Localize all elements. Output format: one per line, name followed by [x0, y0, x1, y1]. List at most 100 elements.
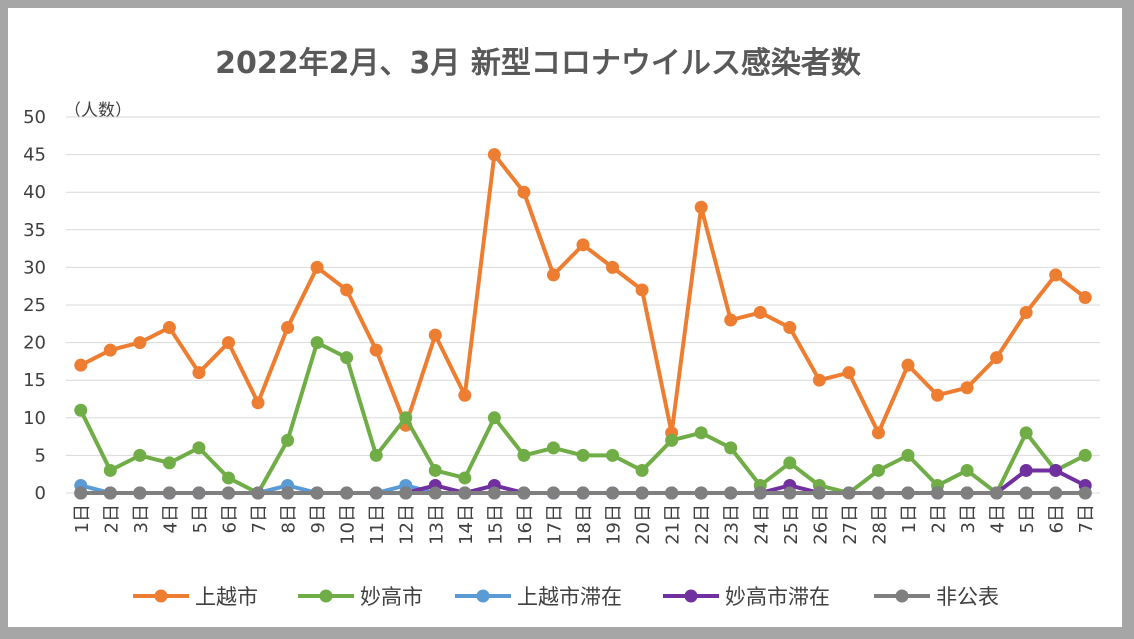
- x-tick-label: 15日: [485, 504, 506, 545]
- y-tick-label: 5: [35, 445, 46, 466]
- series-lines: [74, 148, 1092, 500]
- x-tick-label: 22日: [692, 504, 713, 545]
- data-point: [428, 463, 442, 477]
- data-point: [399, 486, 413, 500]
- x-tick-label: 21日: [663, 504, 684, 545]
- data-point: [783, 321, 797, 335]
- data-point: [517, 448, 531, 462]
- data-point: [162, 486, 176, 500]
- gridlines: [66, 116, 1100, 494]
- chart-frame: 2022年2月、3月 新型コロナウイルス感染者数 （人数） 0 5 10 15 20 25…: [8, 8, 1122, 627]
- data-point: [871, 463, 885, 477]
- x-tick-label: 10日: [338, 504, 359, 545]
- data-point: [901, 358, 915, 372]
- x-tick-label: 2日: [929, 504, 950, 533]
- x-tick-label: 6日: [1047, 504, 1068, 533]
- x-tick-label: 27日: [840, 504, 861, 545]
- data-point: [901, 486, 915, 500]
- data-point: [281, 433, 295, 447]
- x-tick-label: 4日: [988, 504, 1009, 533]
- data-point: [546, 486, 560, 500]
- legend-label: 上越市滞在: [517, 585, 622, 609]
- y-tick-label: 25: [23, 295, 46, 316]
- x-tick-label: 9日: [308, 504, 329, 533]
- x-tick-label: 8日: [279, 504, 300, 533]
- data-point: [753, 486, 767, 500]
- x-tick-label: 7日: [1076, 504, 1097, 533]
- data-point: [517, 486, 531, 500]
- series-5: [74, 486, 1092, 500]
- data-point: [281, 321, 295, 335]
- data-point: [487, 148, 501, 162]
- y-tick-label: 35: [23, 220, 46, 241]
- data-point: [74, 486, 88, 500]
- x-tick-label: 18日: [574, 504, 595, 545]
- data-point: [310, 260, 324, 274]
- y-tick-label: 15: [23, 370, 46, 391]
- y-tick-label: 0: [35, 483, 46, 504]
- legend-swatch-marker: [154, 589, 168, 603]
- y-axis-ticks: 0 5 10 15 20 25 30 35 40 45 50: [23, 107, 46, 504]
- data-point: [369, 486, 383, 500]
- data-point: [606, 260, 620, 274]
- data-point: [1019, 463, 1033, 477]
- data-point: [310, 486, 324, 500]
- data-point: [133, 486, 147, 500]
- data-point: [517, 185, 531, 199]
- data-point: [1019, 426, 1033, 440]
- data-point: [990, 351, 1004, 365]
- data-point: [251, 486, 265, 500]
- data-point: [783, 486, 797, 500]
- legend-swatch-marker: [895, 589, 909, 603]
- x-tick-label: 4日: [160, 504, 181, 533]
- data-point: [576, 486, 590, 500]
- data-point: [576, 448, 590, 462]
- y-tick-label: 30: [23, 257, 46, 278]
- data-point: [103, 463, 117, 477]
- x-tick-label: 13日: [426, 504, 447, 545]
- data-point: [871, 486, 885, 500]
- x-tick-label: 25日: [781, 504, 802, 545]
- data-point: [606, 448, 620, 462]
- data-point: [931, 486, 945, 500]
- x-tick-label: 1日: [72, 504, 93, 533]
- data-point: [812, 486, 826, 500]
- line-chart: 2022年2月、3月 新型コロナウイルス感染者数 （人数） 0 5 10 15 20 25…: [23, 46, 1100, 609]
- data-point: [310, 336, 324, 350]
- data-point: [340, 351, 354, 365]
- x-tick-label: 28日: [869, 504, 890, 545]
- data-point: [960, 463, 974, 477]
- data-point: [1049, 268, 1063, 282]
- data-point: [635, 486, 649, 500]
- x-tick-label: 17日: [544, 504, 565, 545]
- data-point: [133, 448, 147, 462]
- x-axis-ticks: 1日 2日 3日 4日 5日 6日 7日 8日 9日 10日 11日 12日 13日 14日 15日 16日 1…: [72, 504, 1097, 545]
- y-axis-unit-label: （人数）: [64, 101, 132, 121]
- data-point: [74, 358, 88, 372]
- x-tick-label: 5日: [190, 504, 211, 533]
- x-tick-label: 16日: [515, 504, 536, 545]
- data-point: [369, 448, 383, 462]
- data-point: [724, 441, 738, 455]
- y-tick-label: 20: [23, 333, 46, 354]
- legend: 上越市 妙高市 上越市滞在 妙高市滞在 非公表: [133, 585, 999, 609]
- x-tick-label: 23日: [722, 504, 743, 545]
- data-point: [1019, 306, 1033, 320]
- data-point: [251, 396, 265, 410]
- chart-title: 2022年2月、3月 新型コロナウイルス感染者数: [215, 46, 862, 81]
- x-tick-label: 2日: [101, 504, 122, 533]
- legend-label: 非公表: [936, 585, 999, 609]
- data-point: [635, 463, 649, 477]
- data-point: [635, 283, 649, 297]
- data-point: [665, 433, 679, 447]
- data-point: [694, 200, 708, 214]
- data-point: [1078, 448, 1092, 462]
- data-point: [428, 328, 442, 342]
- x-tick-label: 19日: [604, 504, 625, 545]
- legend-swatch-marker: [684, 589, 698, 603]
- x-tick-label: 12日: [397, 504, 418, 545]
- data-point: [340, 283, 354, 297]
- series-1: [74, 148, 1092, 440]
- data-point: [1049, 486, 1063, 500]
- data-point: [458, 388, 472, 402]
